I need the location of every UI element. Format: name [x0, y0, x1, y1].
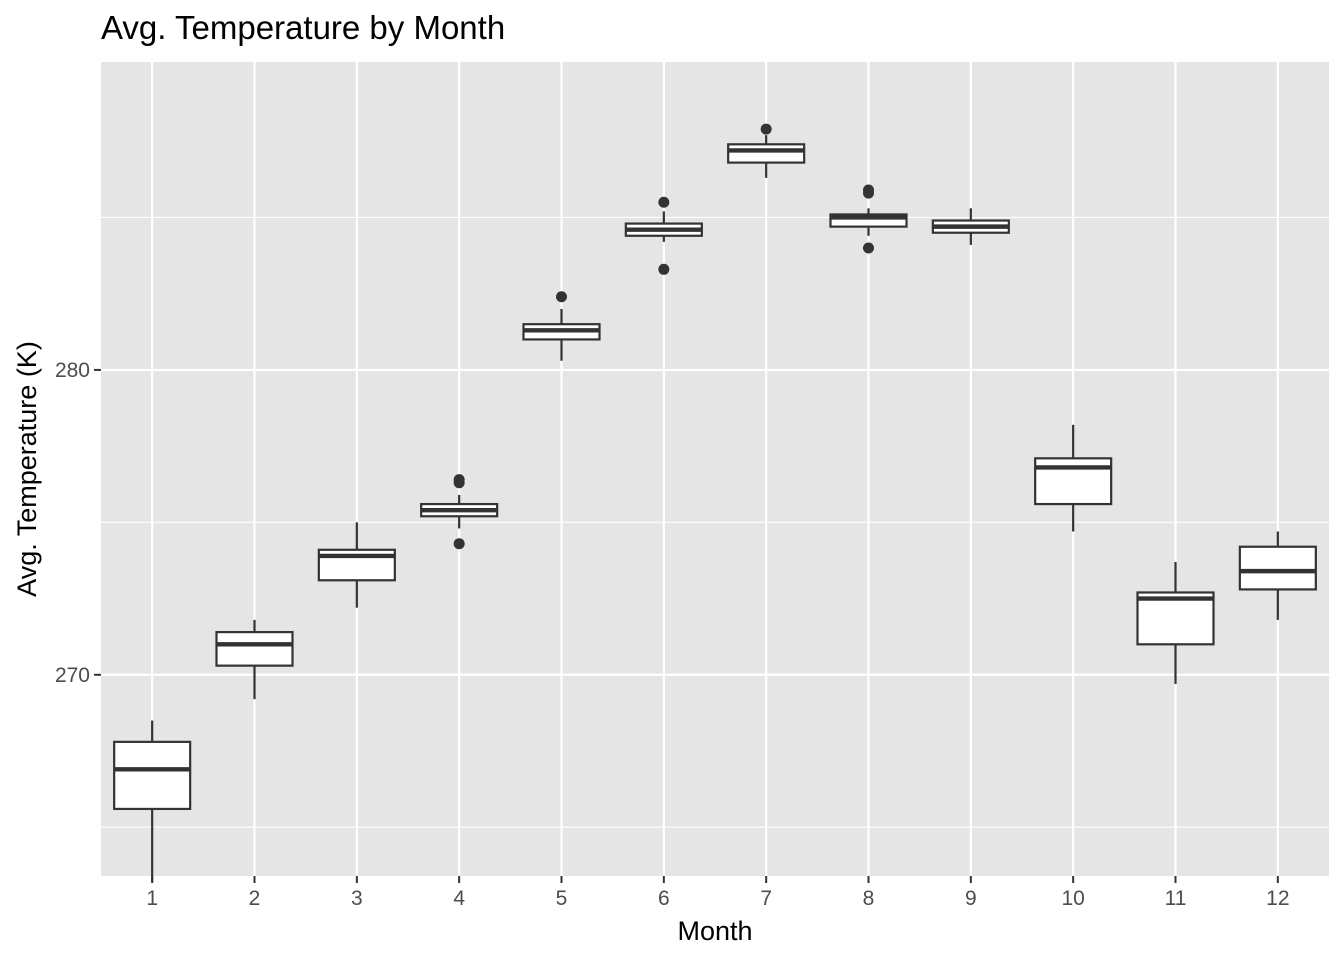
x-tick-label: 3 [351, 887, 363, 910]
x-tick-label: 8 [863, 887, 875, 910]
x-tick-label: 10 [1061, 887, 1084, 910]
box-month-12 [1238, 531, 1317, 620]
outlier-point [863, 242, 874, 254]
box-iqr [1238, 545, 1317, 591]
outlier-point [453, 538, 465, 550]
box-month-7 [727, 123, 806, 178]
outlier-point [453, 474, 465, 486]
plot-panel [101, 62, 1329, 876]
x-tick-label: 7 [760, 887, 772, 910]
x-tick-label: 1 [146, 887, 158, 910]
box-month-8 [829, 184, 908, 254]
box-month-9 [931, 208, 1010, 245]
y-tick-label: 270 [55, 664, 90, 687]
box-iqr [1034, 457, 1113, 506]
outlier-point [658, 263, 670, 275]
x-tick-label: 4 [453, 887, 465, 910]
outlier-point [760, 123, 772, 135]
x-tick-label: 2 [249, 887, 261, 910]
x-tick-label: 5 [556, 887, 568, 910]
outlier-point [658, 196, 670, 208]
outlier-point [863, 184, 874, 196]
outlier-point [556, 291, 567, 303]
box-month-2 [215, 619, 294, 700]
x-axis-title: Month [677, 916, 752, 946]
box-month-10 [1034, 424, 1113, 532]
box-iqr [215, 631, 294, 667]
chart-title: Avg. Temperature by Month [101, 9, 505, 46]
x-tick-label: 6 [658, 887, 670, 910]
x-tick-label: 9 [965, 887, 977, 910]
box-iqr [113, 740, 192, 811]
box-month-4 [420, 474, 499, 550]
box-month-6 [624, 196, 703, 275]
x-tick-label: 11 [1165, 887, 1187, 910]
box-month-11 [1136, 561, 1215, 684]
y-axis-title: Avg. Temperature (K) [12, 341, 42, 597]
x-tick-label: 12 [1266, 887, 1289, 910]
boxes [113, 123, 1317, 883]
box-month-3 [317, 522, 396, 608]
box-iqr [727, 143, 806, 164]
box-iqr [1136, 591, 1215, 646]
box-month-1 [113, 720, 192, 883]
y-tick-label: 280 [55, 359, 90, 382]
box-month-5 [522, 291, 601, 361]
